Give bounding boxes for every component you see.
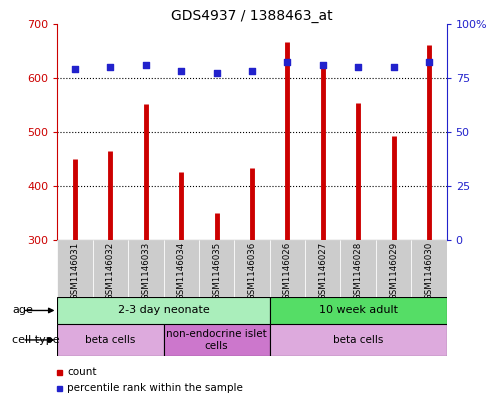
Text: 10 week adult: 10 week adult <box>319 305 398 316</box>
Text: percentile rank within the sample: percentile rank within the sample <box>67 383 244 393</box>
Bar <box>305 240 340 297</box>
Text: count: count <box>67 367 97 377</box>
Point <box>106 64 114 70</box>
Point <box>71 66 79 72</box>
Text: GSM1146034: GSM1146034 <box>177 241 186 300</box>
Bar <box>164 324 269 356</box>
Bar <box>235 240 269 297</box>
Bar <box>57 240 93 297</box>
Bar <box>269 324 447 356</box>
Point <box>425 59 433 66</box>
Title: GDS4937 / 1388463_at: GDS4937 / 1388463_at <box>171 9 333 22</box>
Text: 2-3 day neonate: 2-3 day neonate <box>118 305 210 316</box>
Text: cell type: cell type <box>12 335 60 345</box>
Point <box>142 61 150 68</box>
Bar <box>411 240 447 297</box>
Text: GSM1146035: GSM1146035 <box>212 241 221 300</box>
Point <box>283 59 291 66</box>
Bar <box>57 297 269 324</box>
Point <box>354 64 362 70</box>
Bar <box>57 324 164 356</box>
Text: GSM1146027: GSM1146027 <box>318 241 327 300</box>
Text: GSM1146032: GSM1146032 <box>106 241 115 300</box>
Point <box>213 70 221 76</box>
Bar <box>93 240 128 297</box>
Bar <box>340 240 376 297</box>
Text: beta cells: beta cells <box>85 335 136 345</box>
Text: beta cells: beta cells <box>333 335 383 345</box>
Text: non-endocrine islet
cells: non-endocrine islet cells <box>166 329 267 351</box>
Point <box>390 64 398 70</box>
Point <box>248 68 256 74</box>
Text: GSM1146028: GSM1146028 <box>354 241 363 300</box>
Bar <box>199 240 235 297</box>
Text: age: age <box>12 305 33 316</box>
Text: GSM1146026: GSM1146026 <box>283 241 292 300</box>
Text: GSM1146031: GSM1146031 <box>70 241 79 300</box>
Bar <box>269 240 305 297</box>
Bar <box>128 240 164 297</box>
Text: GSM1146033: GSM1146033 <box>141 241 150 300</box>
Text: GSM1146029: GSM1146029 <box>389 241 398 299</box>
Bar <box>376 240 411 297</box>
Bar <box>269 297 447 324</box>
Point <box>177 68 185 74</box>
Text: GSM1146036: GSM1146036 <box>248 241 256 300</box>
Text: GSM1146030: GSM1146030 <box>425 241 434 300</box>
Bar <box>164 240 199 297</box>
Point <box>319 61 327 68</box>
